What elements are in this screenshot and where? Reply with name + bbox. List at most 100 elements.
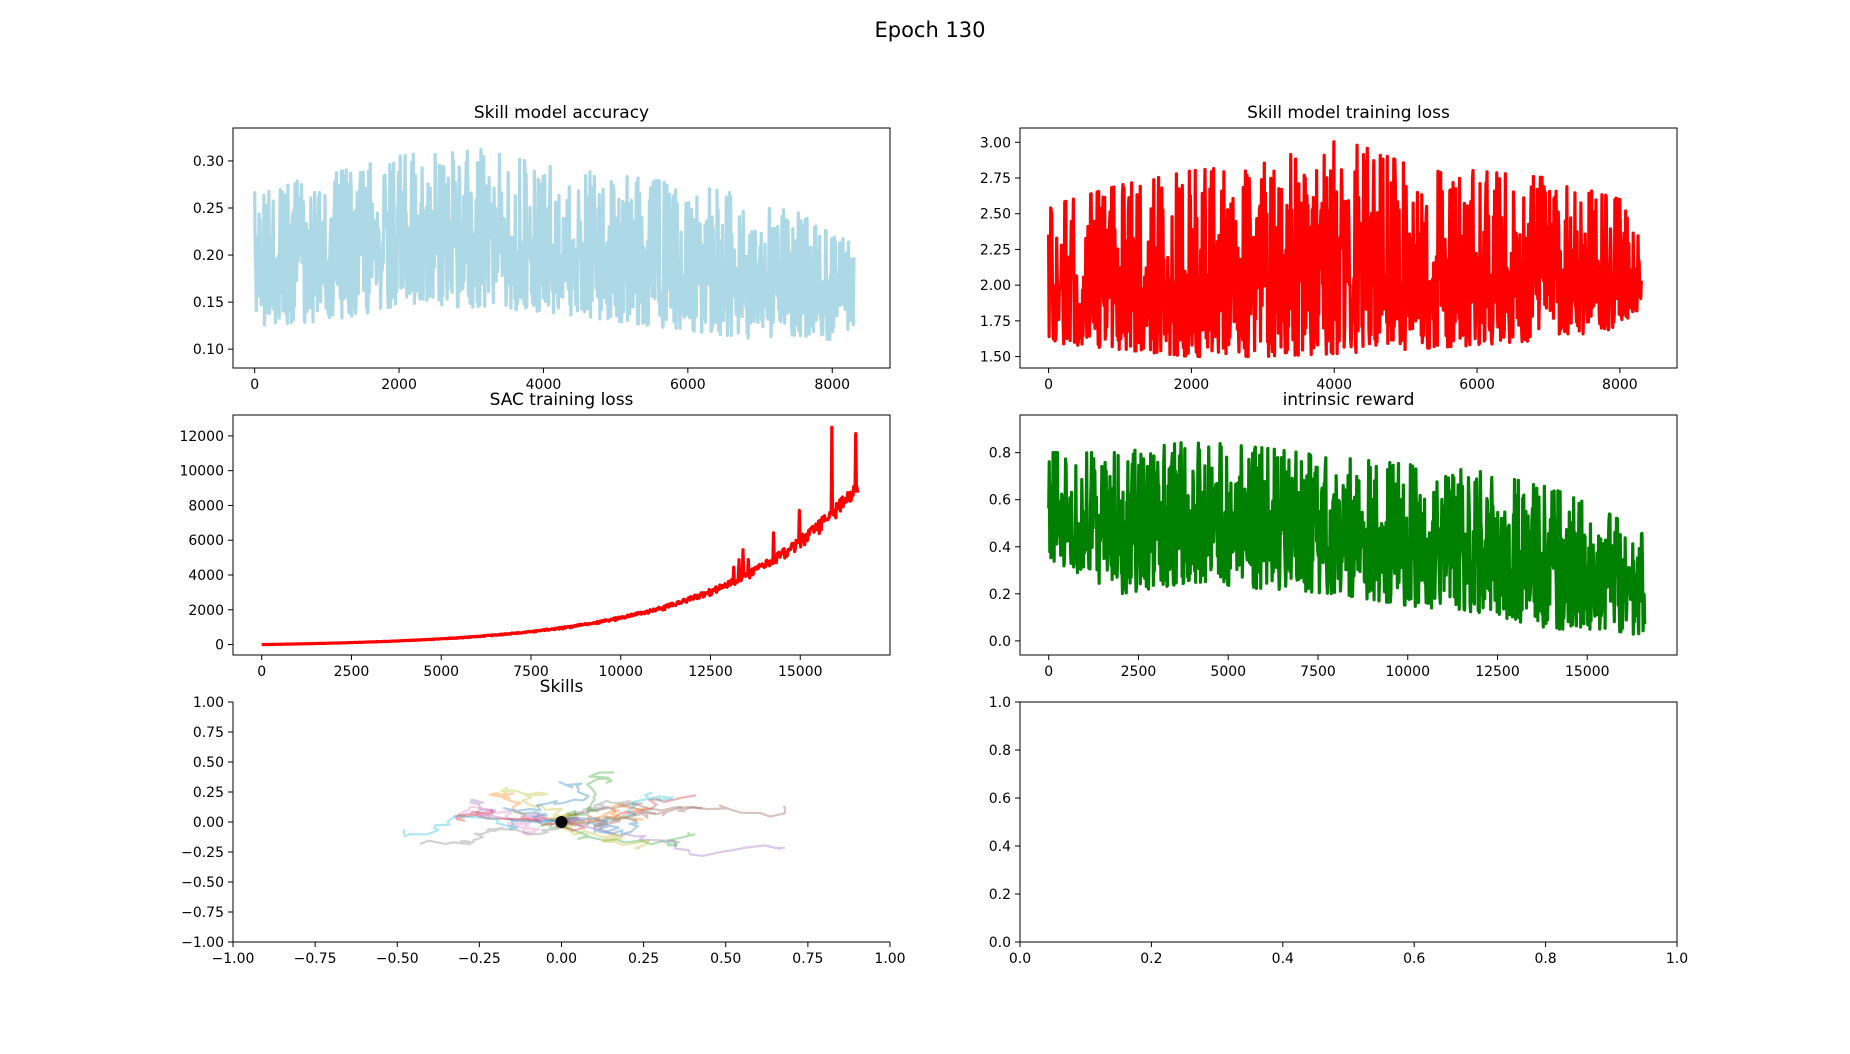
x-tick-label: 0 (257, 664, 266, 680)
y-tick-label: 0.50 (193, 755, 224, 771)
chart-skills: −1.00 −0.75 −0.50 −0.25 0.00 0.25 0.50 0.75 1.00… (181, 677, 905, 967)
skill-trajectory-4 (561, 794, 697, 824)
axes-frame (1019, 127, 1678, 369)
x-tick-label: 2500 (1121, 664, 1157, 680)
y-tick-label: 1.0 (989, 695, 1011, 711)
chart-title: intrinsic reward (1283, 390, 1415, 410)
x-tick-label: 1.00 (874, 951, 905, 967)
skill-trajectory-9 (500, 786, 572, 824)
axes-frame (1019, 701, 1678, 943)
x-tick-label: 0 (1044, 377, 1053, 393)
chart-intrinsic-reward: 0 2500 5000 7500 10000 12500 15000 0.0 0.2 0.4 0.6… (989, 390, 1678, 680)
plot-area-intrinsic-reward (1047, 441, 1647, 636)
x-tick-label: 6000 (1459, 377, 1495, 393)
x-tick-label: 0.00 (546, 951, 577, 967)
x-tick-label: 10000 (598, 664, 643, 680)
y-tick-label: −0.50 (181, 875, 224, 891)
y-tick-label: 10000 (179, 464, 224, 480)
series-line-1 (1047, 441, 1647, 636)
x-tick-label: 8000 (814, 377, 850, 393)
x-tick-label: 0.75 (792, 951, 823, 967)
plot-area-skill-loss (1046, 140, 1643, 359)
skill-trajectory-7 (453, 805, 562, 826)
y-tick-label: 0.8 (989, 446, 1011, 462)
skill-trajectory-10 (549, 791, 674, 825)
y-tick-label: 12000 (179, 429, 224, 445)
x-tick-label: 12500 (688, 664, 733, 680)
x-tick-label: 8000 (1602, 377, 1638, 393)
y-tick-label: 0.10 (193, 342, 224, 358)
x-tick-label: 7500 (1300, 664, 1336, 680)
skill-trajectory-2 (488, 792, 579, 824)
y-tick-label: 0.25 (193, 201, 224, 217)
x-tick-label: −1.00 (212, 951, 255, 967)
y-tick-label: 0.00 (193, 815, 224, 831)
y-tick-label: 3.00 (980, 135, 1011, 151)
x-tick-label: 0.6 (1403, 951, 1425, 967)
y-tick-label: 8000 (188, 498, 224, 514)
axes-frame (1019, 414, 1678, 656)
x-tick-label: 5000 (1210, 664, 1246, 680)
y-tick-label: 0.6 (989, 791, 1011, 807)
y-tick-label: 0.4 (989, 540, 1011, 556)
y-tick-label: 0 (215, 638, 224, 654)
x-tick-label: 15000 (778, 664, 823, 680)
y-tick-label: 2.50 (980, 207, 1011, 223)
chart-title: SAC training loss (490, 390, 634, 410)
y-tick-label: 0.6 (989, 493, 1011, 509)
x-tick-label: 5000 (423, 664, 459, 680)
chart-title: Skills (540, 677, 584, 697)
series-line-1 (260, 425, 860, 647)
y-tick-label: 0.75 (193, 725, 224, 741)
x-tick-label: 2500 (334, 664, 370, 680)
x-tick-label: 4000 (1316, 377, 1352, 393)
x-tick-label: 12500 (1475, 664, 1520, 680)
chart-title: Skill model training loss (1247, 103, 1450, 123)
plot-area-sac-loss (260, 425, 860, 647)
y-tick-label: 4000 (188, 568, 224, 584)
x-tick-label: 0 (250, 377, 259, 393)
y-tick-label: 2.75 (980, 171, 1011, 187)
x-tick-label: 2000 (381, 377, 417, 393)
skill-trajectory-8 (554, 799, 657, 824)
x-tick-label: −0.25 (458, 951, 501, 967)
skill-trajectory-20 (402, 814, 568, 838)
chart-title: Skill model accuracy (474, 103, 649, 123)
y-tick-label: 0.30 (193, 154, 224, 170)
x-tick-label: 0.0 (1009, 951, 1031, 967)
x-tick-label: 6000 (670, 377, 706, 393)
x-tick-label: 0.2 (1140, 951, 1162, 967)
x-tick-label: −0.50 (376, 951, 419, 967)
y-tick-label: 1.00 (193, 695, 224, 711)
chart-skill-loss: 0 2000 4000 6000 8000 1.50 1.75 2.00 2.25 2.50 2.7… (980, 103, 1678, 393)
y-tick-label: 0.2 (989, 587, 1011, 603)
x-tick-label: 2000 (1174, 377, 1210, 393)
x-tick-label: 0.50 (710, 951, 741, 967)
y-tick-label: −1.00 (181, 935, 224, 951)
skill-trajectory-6 (560, 803, 786, 823)
skill-trajectory-1 (561, 816, 639, 836)
y-tick-label: 0.25 (193, 785, 224, 801)
y-tick-label: −0.75 (181, 905, 224, 921)
y-tick-label: 2.25 (980, 242, 1011, 258)
y-tick-label: 6000 (188, 533, 224, 549)
y-tick-label: 0.15 (193, 295, 224, 311)
skill-trajectory-18 (419, 820, 569, 846)
axes-frame (232, 127, 891, 369)
y-tick-label: 0.4 (989, 839, 1011, 855)
x-tick-label: 4000 (526, 377, 562, 393)
skill-trajectory-16 (561, 806, 703, 829)
x-tick-label: 0 (1044, 664, 1053, 680)
figure-title: Epoch 130 (874, 18, 985, 42)
skill-trajectory-19 (561, 820, 651, 850)
x-tick-label: 0.4 (1272, 951, 1294, 967)
skill-trajectory-12 (561, 802, 649, 826)
axes-container: 0 2000 4000 6000 8000 0.10 0.15 0.2 0 0.25 0.30 Ski… (179, 103, 1688, 967)
origin-marker (555, 816, 568, 828)
x-tick-label: 0.8 (1534, 951, 1556, 967)
chart-skill-accuracy: 0 2000 4000 6000 8000 0.10 0.15 0.20 0.25 0.30 Ski… (193, 103, 891, 393)
x-tick-label: 0.25 (628, 951, 659, 967)
y-tick-label: 1.75 (980, 314, 1011, 330)
y-tick-label: 0.0 (989, 634, 1011, 650)
